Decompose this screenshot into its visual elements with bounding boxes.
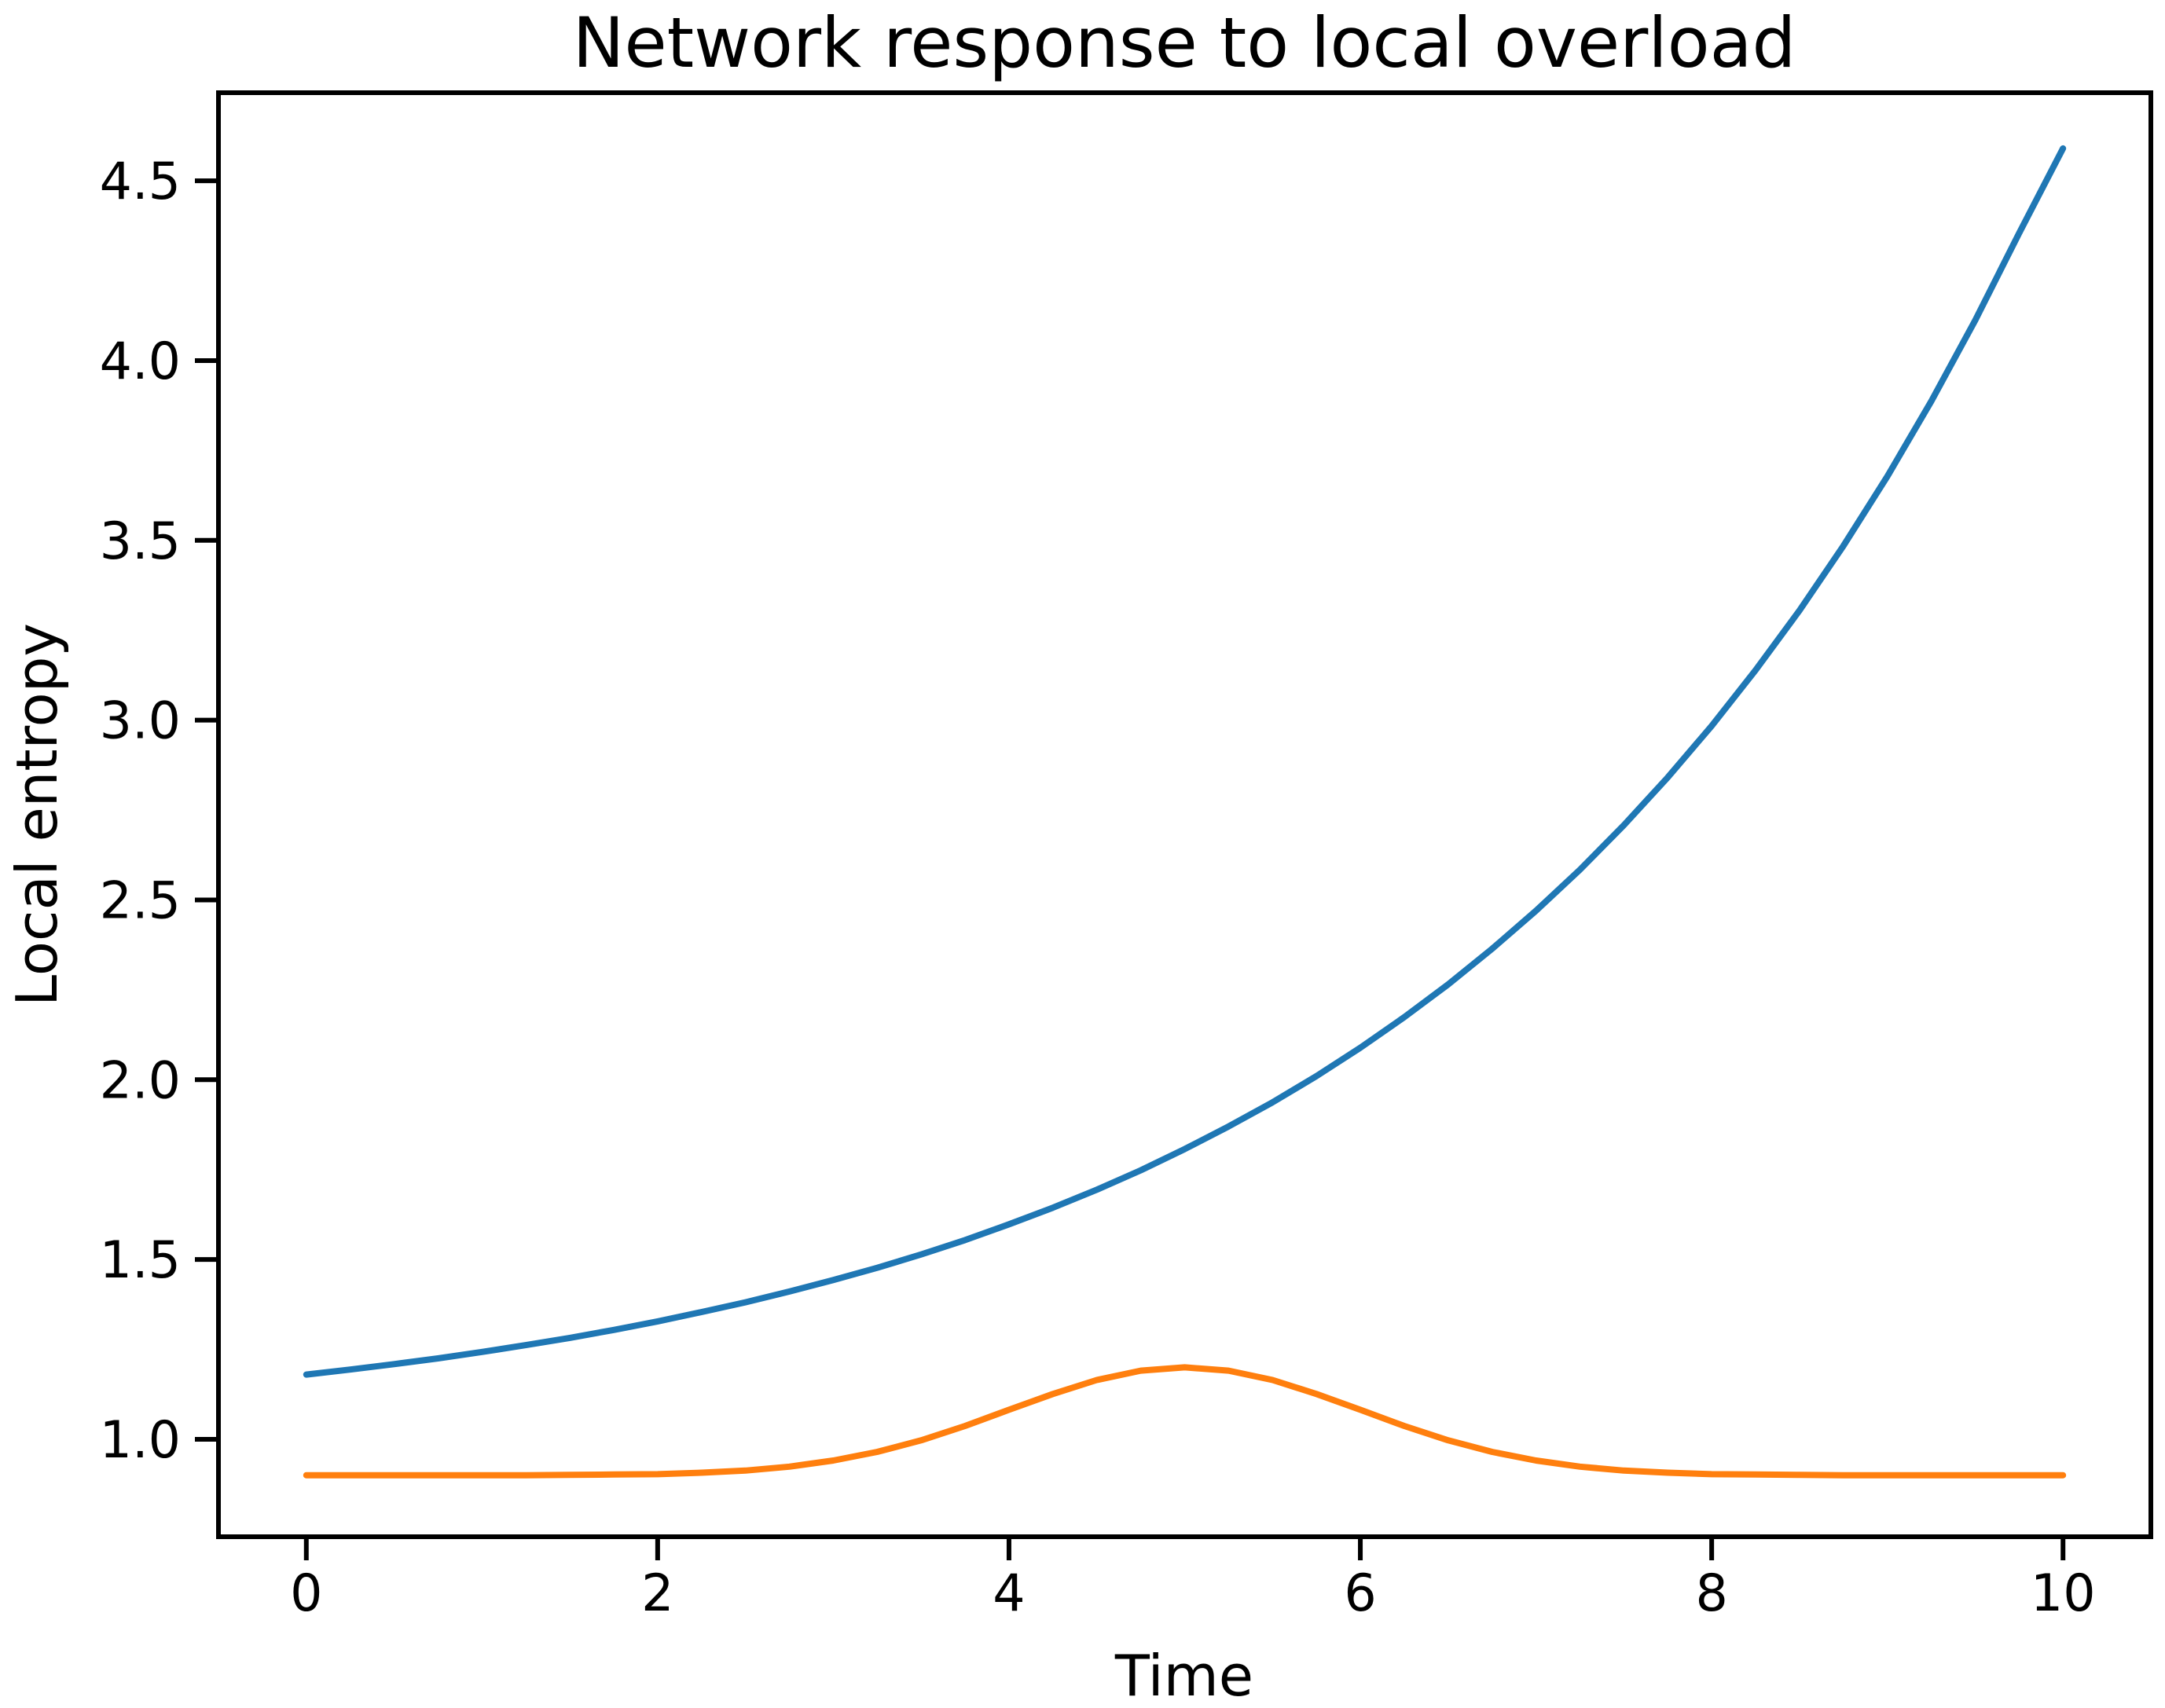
x-axis-label: Time — [1114, 1643, 1253, 1708]
plot-area — [216, 90, 2153, 1539]
x-tick-label: 8 — [1695, 1564, 1727, 1623]
y-tick-label: 1.0 — [100, 1411, 181, 1470]
y-tick-label: 4.0 — [100, 332, 181, 391]
x-tick-label: 4 — [993, 1564, 1025, 1623]
y-axis-ticks: 1.0 1.5 2.0 2.5 3.0 3.5 4.0 4.5 — [100, 152, 218, 1470]
x-axis-ticks: 0 2 4 6 8 10 — [290, 1537, 2096, 1623]
series-lines — [303, 145, 2067, 1479]
y-tick-label: 2.5 — [100, 871, 181, 930]
chart-title: Network response to local overload — [573, 2, 1796, 83]
series-line-orange-series — [303, 1364, 2067, 1479]
y-tick-label: 3.0 — [100, 692, 181, 751]
y-tick-label: 2.0 — [100, 1051, 181, 1110]
y-tick-label: 4.5 — [100, 152, 181, 211]
y-axis-label: Local entropy — [4, 623, 70, 1006]
y-tick-label: 3.5 — [100, 512, 181, 571]
y-tick-label: 1.5 — [100, 1231, 181, 1290]
x-tick-label: 10 — [2031, 1564, 2096, 1623]
x-tick-label: 0 — [290, 1564, 322, 1623]
x-tick-label: 6 — [1344, 1564, 1376, 1623]
series-line-blue-series — [303, 145, 2067, 1378]
x-tick-label: 2 — [641, 1564, 673, 1623]
